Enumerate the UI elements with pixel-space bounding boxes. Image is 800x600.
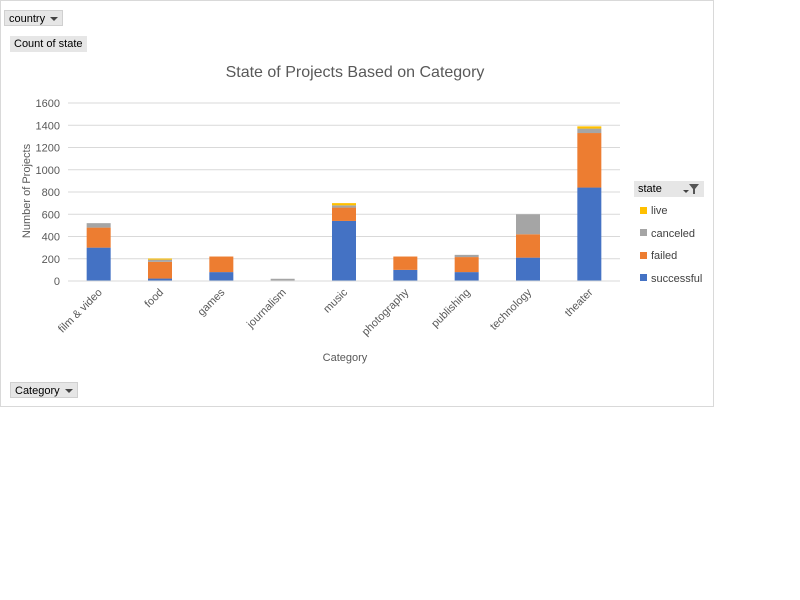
x-tick-label: photography — [360, 286, 412, 338]
y-tick-label: 800 — [42, 187, 60, 199]
legend-item-canceled: canceled — [640, 227, 695, 241]
legend-swatch — [640, 206, 647, 214]
x-tick-label: music — [321, 286, 350, 315]
bar-segment-failed[interactable] — [209, 256, 234, 273]
count-of-state-label: Count of state — [14, 38, 83, 50]
bar-segment-failed[interactable] — [516, 234, 540, 258]
bar-segment-failed[interactable] — [393, 256, 418, 270]
y-axis-label: Number of Projects — [21, 143, 33, 238]
chart-plot: 0 200 400 600 800 1000 1200 1400 1600 film & vide… — [21, 98, 620, 364]
count-of-state-button[interactable]: Count of state — [10, 36, 87, 52]
y-tick-label: 1000 — [36, 165, 60, 177]
filter-icon — [681, 183, 701, 200]
bar-segment-canceled[interactable] — [454, 254, 479, 258]
legend-label: canceled — [651, 227, 696, 240]
x-tick-label: food — [142, 287, 166, 311]
y-tick-label: 200 — [42, 254, 60, 266]
bar-segment-canceled[interactable] — [577, 128, 602, 134]
country-filter-button[interactable]: country — [4, 10, 64, 26]
legend-swatch — [640, 229, 647, 237]
bar-segment-successful[interactable] — [209, 272, 234, 281]
bar-segment-successful[interactable] — [332, 220, 356, 281]
legend-item-failed: failed — [640, 249, 677, 263]
bar-segment-successful[interactable] — [454, 272, 479, 281]
legend-header-label: state — [638, 183, 662, 195]
bar-segment-canceled[interactable] — [270, 278, 295, 281]
legend-item-live: live — [640, 204, 668, 218]
x-tick-label: journalism — [244, 287, 289, 332]
chevron-down-icon — [64, 389, 73, 394]
legend-label: successful — [651, 272, 703, 285]
bar-segment-failed[interactable] — [332, 207, 356, 221]
bar-segment-live[interactable] — [577, 126, 602, 129]
bar-segment-canceled[interactable] — [86, 223, 111, 228]
bar-segment-failed[interactable] — [454, 257, 479, 273]
legend-label: live — [651, 205, 668, 217]
y-tick-label: 1400 — [36, 120, 60, 132]
bar-segment-live[interactable] — [332, 203, 356, 206]
category-filter-button[interactable]: Category — [10, 382, 78, 398]
bar-segment-successful[interactable] — [577, 187, 602, 281]
bar-segment-successful[interactable] — [393, 269, 418, 281]
bar-segment-successful[interactable] — [516, 257, 540, 281]
x-tick-label: technology — [488, 286, 534, 332]
y-tick-label: 400 — [42, 232, 60, 244]
x-tick-label: games — [196, 286, 228, 318]
bar-segment-canceled[interactable] — [148, 259, 172, 262]
legend-swatch — [640, 274, 647, 282]
y-tick-label: 600 — [42, 209, 60, 221]
bar-segment-failed[interactable] — [86, 227, 111, 248]
bar-segment-successful[interactable] — [148, 278, 172, 281]
bar-segment-failed[interactable] — [577, 133, 602, 188]
bar-segment-canceled[interactable] — [516, 214, 540, 235]
y-tick-label: 1200 — [36, 143, 60, 155]
category-filter-label: Category — [15, 385, 60, 397]
y-tick-label: 1600 — [36, 98, 60, 110]
bar-segment-successful[interactable] — [86, 247, 111, 281]
country-filter-label: country — [9, 13, 46, 25]
bar-segment-live[interactable] — [148, 258, 172, 260]
x-tick-label: theater — [563, 286, 596, 319]
bar-segment-canceled[interactable] — [332, 205, 356, 208]
legend-item-successful: successful — [640, 272, 702, 286]
legend-label: failed — [651, 250, 678, 262]
x-tick-label: film & video — [56, 287, 105, 336]
bar-segment-failed[interactable] — [148, 261, 172, 279]
legend-swatch — [640, 251, 647, 259]
legend-state-filter[interactable]: state — [634, 181, 704, 197]
x-tick-label: publishing — [429, 287, 473, 331]
x-axis-label: Category — [323, 352, 368, 364]
chevron-down-icon — [50, 17, 59, 22]
chart-title: State of Projects Based on Category — [225, 64, 485, 81]
y-tick-label: 0 — [54, 276, 60, 288]
